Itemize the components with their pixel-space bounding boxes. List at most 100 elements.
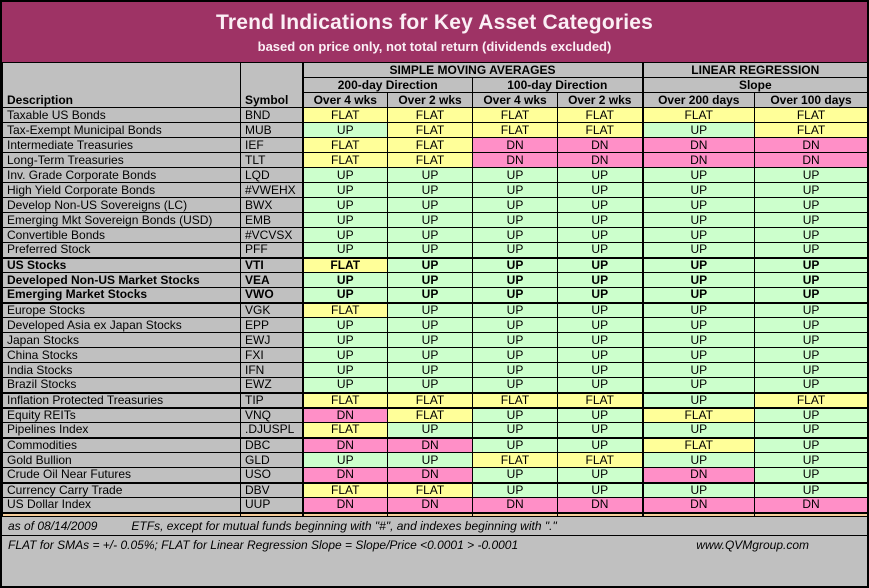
trend-cell: UP xyxy=(387,377,473,394)
trend-cell: FLAT xyxy=(387,137,473,153)
trend-cell: FLAT xyxy=(301,257,388,273)
trend-cell: UP xyxy=(556,302,644,318)
column-header-symbol: Symbol xyxy=(240,62,303,108)
trend-cell: UP xyxy=(301,362,388,378)
trend-cell: UP xyxy=(301,122,388,138)
trend-cell: UP xyxy=(301,167,388,183)
trend-cell: UP xyxy=(641,422,756,439)
trend-cell: UP xyxy=(301,212,388,228)
table-row: Develop Non-US Sovereigns (LC) BWX UP UP UP U… xyxy=(2,197,867,213)
trend-cell: FLAT xyxy=(301,302,388,318)
trend-cell: UP xyxy=(754,272,867,288)
trend-cell: UP xyxy=(472,167,558,183)
trend-cell: FLAT xyxy=(754,107,867,123)
trend-cell: FLAT xyxy=(301,422,388,439)
row-symbol: VTI xyxy=(240,257,303,273)
trend-cell: UP xyxy=(387,347,473,363)
row-symbol: EWJ xyxy=(240,332,303,348)
table-row: Intermediate Treasuries IEF FLAT FLAT DN DN DN… xyxy=(2,137,867,153)
trend-cell: FLAT xyxy=(556,107,644,123)
row-description: China Stocks xyxy=(2,347,241,363)
sub-header-row: 200-day Direction 100-day Direction Slop… xyxy=(3,77,867,93)
row-description: Emerging Mkt Sovereign Bonds (USD) xyxy=(2,212,241,228)
group-header-linear-regression: LINEAR REGRESSION xyxy=(641,62,867,78)
row-symbol: TIP xyxy=(240,392,303,409)
trend-cell: UP xyxy=(556,317,644,333)
column-header-over4wks-200: Over 4 wks xyxy=(301,92,388,108)
row-symbol: EMB xyxy=(240,212,303,228)
row-description: Brazil Stocks xyxy=(2,377,241,394)
trend-cell: DN xyxy=(641,497,756,514)
trend-cell: UP xyxy=(556,257,644,273)
trend-cell: UP xyxy=(556,362,644,378)
trend-cell: UP xyxy=(556,422,644,439)
row-description: Inv. Grade Corporate Bonds xyxy=(2,167,241,183)
trend-cell: UP xyxy=(556,347,644,363)
table-head: Description Symbol SIMPLE MOVING AVERAGE… xyxy=(2,62,867,108)
trend-cell: FLAT xyxy=(387,407,473,423)
sub-header-200day: 200-day Direction xyxy=(301,77,473,93)
row-description: US Stocks xyxy=(2,257,241,273)
trend-cell: UP xyxy=(556,482,644,498)
trend-cell: UP xyxy=(387,317,473,333)
trend-cell: UP xyxy=(472,377,558,394)
page-subtitle: based on price only, not total return (d… xyxy=(257,38,612,54)
trend-cell: UP xyxy=(754,287,867,304)
trend-cell: UP xyxy=(641,122,756,138)
trend-cell: DN xyxy=(556,152,644,168)
trend-cell: UP xyxy=(387,362,473,378)
trend-cell: UP xyxy=(754,482,867,498)
row-description: Taxable US Bonds xyxy=(2,107,241,123)
trend-cell: UP xyxy=(754,167,867,183)
table-row: Emerging Mkt Sovereign Bonds (USD) EMB UP U… xyxy=(2,212,867,228)
row-symbol: MUB xyxy=(240,122,303,138)
trend-cell: UP xyxy=(641,242,756,259)
trend-cell: UP xyxy=(387,287,473,304)
trend-cell: FLAT xyxy=(301,152,388,168)
trend-cell: FLAT xyxy=(472,452,558,468)
trend-cell: FLAT xyxy=(387,122,473,138)
trend-cell: UP xyxy=(641,362,756,378)
row-symbol: EPP xyxy=(240,317,303,333)
spacer-cell xyxy=(754,511,867,517)
row-description: Intermediate Treasuries xyxy=(2,137,241,153)
trend-cell: UP xyxy=(556,212,644,228)
row-description: Developed Asia ex Japan Stocks xyxy=(2,317,241,333)
row-description: US Dollar Index xyxy=(2,497,241,514)
trend-cell: UP xyxy=(472,437,558,453)
trend-cell: UP xyxy=(754,407,867,423)
row-symbol: FXI xyxy=(240,347,303,363)
table-row: Gold Bullion GLD UP UP FLAT FLAT UP UP xyxy=(2,452,867,468)
trend-cell: UP xyxy=(472,182,558,198)
row-symbol: DBC xyxy=(240,437,303,453)
trend-cell: UP xyxy=(387,422,473,439)
trend-cell: FLAT xyxy=(754,392,867,409)
row-description: High Yield Corporate Bonds xyxy=(2,182,241,198)
trend-cell: FLAT xyxy=(556,122,644,138)
row-description: Gold Bullion xyxy=(2,452,241,468)
trend-cell: DN xyxy=(472,152,558,168)
table-row: Developed Non-US Market Stocks VEA UP UP UP U… xyxy=(2,272,867,288)
trend-cell: UP xyxy=(641,212,756,228)
row-symbol: BWX xyxy=(240,197,303,213)
trend-cell: UP xyxy=(754,242,867,259)
row-description: Japan Stocks xyxy=(2,332,241,348)
trend-cell: UP xyxy=(641,287,756,304)
trend-cell: UP xyxy=(641,257,756,273)
trend-cell: DN xyxy=(472,137,558,153)
trend-cell: UP xyxy=(301,287,388,304)
column-header-over2wks-100: Over 2 wks xyxy=(556,92,644,108)
trend-cell: DN xyxy=(641,467,756,484)
table-row: India Stocks IFN UP UP UP UP UP UP xyxy=(2,362,867,378)
trend-cell: UP xyxy=(556,377,644,394)
table-row: US Stocks VTI FLAT UP UP UP UP UP xyxy=(2,257,867,273)
trend-cell: UP xyxy=(754,227,867,243)
trend-cell: UP xyxy=(387,167,473,183)
table-row: Europe Stocks VGK FLAT UP UP UP UP UP xyxy=(2,302,867,318)
trend-cell: UP xyxy=(387,302,473,318)
trend-cell: UP xyxy=(301,347,388,363)
trend-cell: UP xyxy=(472,482,558,498)
trend-cell: UP xyxy=(387,452,473,468)
trend-cell: UP xyxy=(301,197,388,213)
